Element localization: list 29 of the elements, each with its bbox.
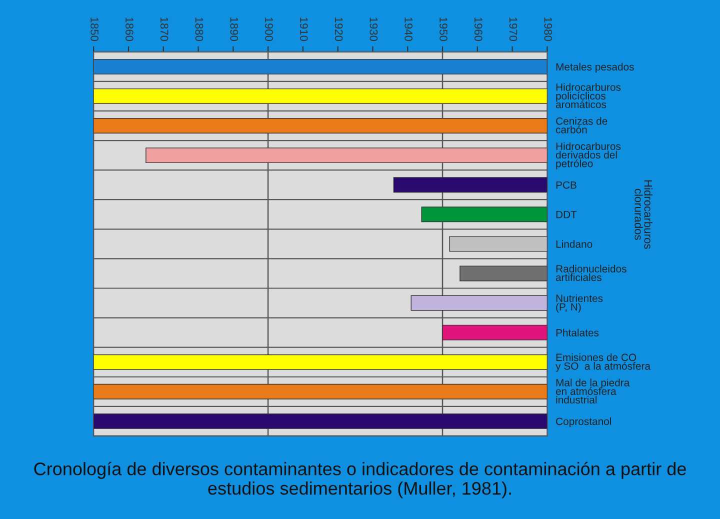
y-tick-label: Hidrocarburos policíclicos aromáticos xyxy=(556,83,621,108)
y-tick-label: PCB xyxy=(556,181,576,189)
x-tick-label: 1940 xyxy=(404,18,413,42)
y-tick-label: Hidrocarburos derivados del petróleo xyxy=(556,142,621,170)
y-tick-label: Phtalates xyxy=(556,328,599,336)
x-tick-label: 1970 xyxy=(509,18,518,42)
x-tick-label: 1920 xyxy=(334,18,343,42)
y-tick-label: Nutrientes (P, N) xyxy=(556,294,603,313)
y-tick-label: Lindano xyxy=(556,240,592,248)
x-tick-label: 1860 xyxy=(126,18,134,42)
y-tick-label: Emisiones de CO y SO a la atmósfera xyxy=(556,353,650,372)
x-tick-label: 1980 xyxy=(544,18,552,42)
y-tick-label: Coprostanol xyxy=(556,417,612,428)
x-tick-label: 1960 xyxy=(474,18,482,42)
x-tick-label: 1950 xyxy=(440,18,448,42)
x-tick-label: 1910 xyxy=(300,18,308,42)
x-tick-label: 1850 xyxy=(90,18,98,42)
y-tick-label: Radionucleidos artificiales xyxy=(556,264,626,282)
y-tick-label: DDT xyxy=(556,210,577,218)
text: Cronología de diversos contaminantes o indicadores de contaminación a partir de estudios sedimentarios (Muller, 1981). xyxy=(34,462,686,498)
x-tick-label: 1890 xyxy=(230,18,238,42)
y-tick-label: Cenizas de carbón xyxy=(556,117,608,134)
x-tick-label: 1900 xyxy=(265,18,273,42)
x-tick-label: 1880 xyxy=(195,18,204,42)
x-tick-label: 1930 xyxy=(370,18,378,42)
x-tick-label: 1870 xyxy=(160,18,168,42)
y-tick-label: Mal de la piedra en atmósfera industrial xyxy=(556,378,630,404)
text: Hidrocarburos clorurados xyxy=(634,180,652,249)
y-tick-label: Metales pesados xyxy=(556,62,634,73)
